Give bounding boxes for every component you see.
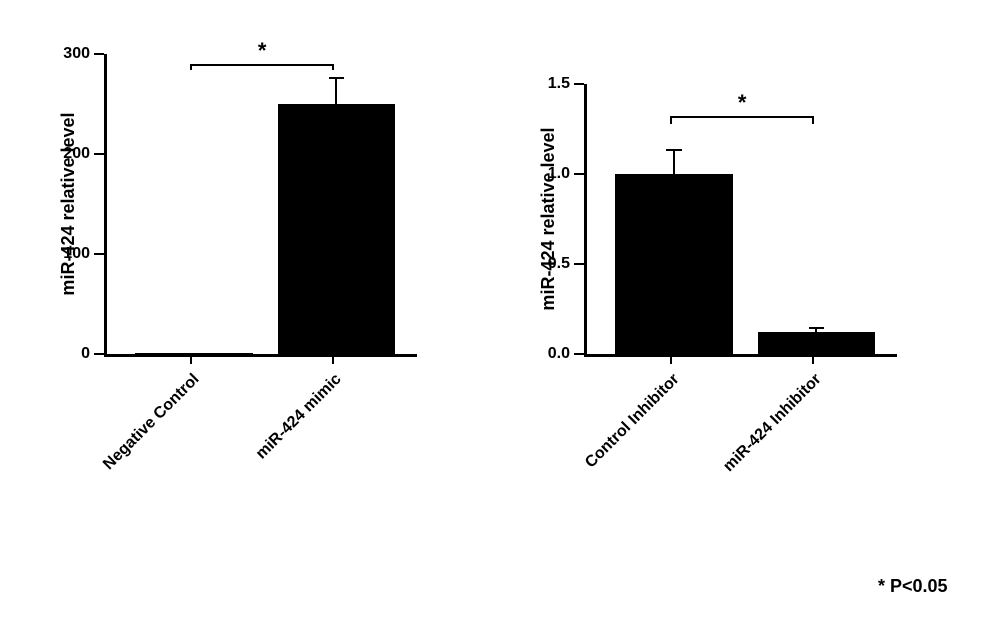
left-y-axis-label: miR-424 relative level: [58, 54, 79, 354]
right-xtick-label: Control Inhibitor: [529, 371, 683, 525]
right-ytick-label: 1.0: [530, 165, 570, 183]
left-bar: [135, 353, 253, 354]
left-xtick-label: Negative Control: [49, 371, 203, 525]
left-xtick-mark: [332, 354, 334, 364]
right-chart-panel: miR-424 relative level0.00.51.01.5Contro…: [520, 40, 950, 520]
right-ytick-mark: [574, 353, 584, 355]
right-error-cap: [666, 149, 682, 151]
left-significance-drop: [332, 64, 334, 70]
left-bar: [278, 104, 396, 354]
right-y-axis-label: miR-424 relative level: [538, 84, 559, 354]
right-bar: [615, 174, 733, 354]
right-xtick-mark: [670, 354, 672, 364]
right-significance-drop: [670, 116, 672, 123]
right-significance-drop: [812, 116, 814, 123]
left-ytick-label: 0: [50, 345, 90, 363]
left-xtick-label: miR-424 mimic: [192, 371, 346, 525]
left-ytick-mark: [94, 353, 104, 355]
left-significance-drop: [190, 64, 192, 70]
left-ytick-label: 300: [50, 45, 90, 63]
right-error-stem: [673, 149, 675, 174]
right-ytick-label: 0.5: [530, 255, 570, 273]
right-bar: [758, 332, 876, 354]
left-ytick-mark: [94, 153, 104, 155]
left-ytick-label: 100: [50, 245, 90, 263]
left-error-cap: [329, 77, 345, 79]
right-ytick-label: 0.0: [530, 345, 570, 363]
right-error-cap: [809, 327, 825, 329]
left-error-stem: [335, 77, 337, 104]
right-ytick-mark: [574, 83, 584, 85]
right-ytick-mark: [574, 173, 584, 175]
significance-footnote: * P<0.05: [878, 576, 948, 597]
right-significance-bar: [671, 116, 814, 118]
left-significance-star: *: [247, 38, 277, 64]
left-chart-panel: miR-424 relative level0100200300Negative…: [30, 10, 460, 520]
right-ytick-mark: [574, 263, 584, 265]
left-ytick-label: 200: [50, 145, 90, 163]
left-ytick-mark: [94, 53, 104, 55]
left-ytick-mark: [94, 253, 104, 255]
right-plot-area: [584, 84, 897, 357]
left-plot-area: [104, 54, 417, 357]
left-significance-bar: [191, 64, 334, 66]
left-xtick-mark: [190, 354, 192, 364]
right-xtick-label: miR-424 Inhibitor: [672, 371, 826, 525]
right-significance-star: *: [727, 90, 757, 116]
right-ytick-label: 1.5: [530, 75, 570, 93]
right-xtick-mark: [812, 354, 814, 364]
